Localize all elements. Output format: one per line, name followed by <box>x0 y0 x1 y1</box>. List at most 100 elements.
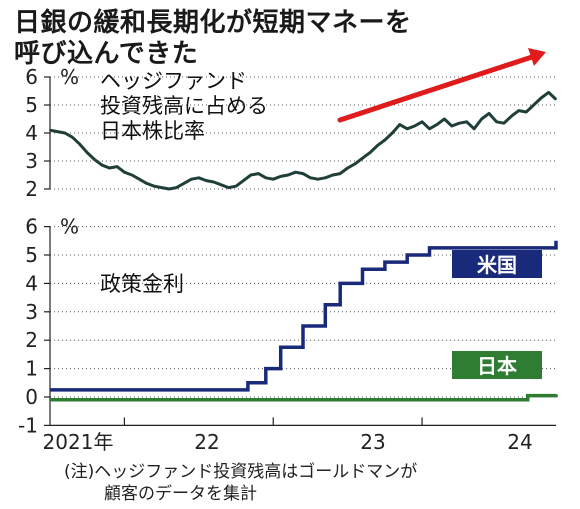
hedge-point <box>49 129 51 131</box>
note-line1: (注)ヘッジファンド投資残高はゴールドマンが <box>64 462 418 482</box>
hedge-point <box>294 171 297 173</box>
hedge-point <box>525 111 528 113</box>
us-rate-line <box>50 240 558 392</box>
hedge-point <box>317 178 319 180</box>
y-tick-label-bottom: 2 <box>25 328 38 352</box>
x-tick-label: 2021年 <box>43 430 114 454</box>
hedge-point <box>242 179 245 182</box>
hedge-point <box>101 164 103 166</box>
y-tick-label-top: 3 <box>25 149 38 173</box>
trend-arrow-shaft <box>337 54 535 123</box>
hedge-point <box>503 122 505 124</box>
chart-title-line1: 日銀の緩和長期化が短期マネーを <box>14 8 412 38</box>
unit-label-top: % <box>60 65 79 89</box>
hedge-point <box>212 181 215 183</box>
hedge-point <box>145 182 148 185</box>
hedge-point <box>138 178 141 180</box>
hedge-point <box>495 121 498 123</box>
hedge-point <box>279 175 282 178</box>
hedge-point <box>361 157 364 159</box>
hedge-point <box>108 167 111 169</box>
series-label-hedge: 日本株比率 <box>100 119 205 143</box>
hedge-point <box>131 174 133 176</box>
hedge-point <box>309 177 312 179</box>
hedge-point <box>517 109 520 112</box>
legend-japan-label: 日本 <box>477 354 517 378</box>
hedge-point <box>235 185 237 187</box>
hedge-point <box>443 118 446 120</box>
chart-subtitle-policy-rate: 政策金利 <box>100 272 184 296</box>
y-tick-label-top: 2 <box>25 177 38 201</box>
x-tick-label: 23 <box>360 430 385 454</box>
y-tick-label-bottom: 6 <box>25 215 38 239</box>
y-tick-label-bottom: -1 <box>18 413 38 437</box>
hedge-point <box>190 178 193 180</box>
hedge-point <box>436 123 438 126</box>
hedge-point <box>198 177 200 179</box>
trend-arrow-head <box>528 48 546 66</box>
hedge-point <box>354 163 356 165</box>
hedge-point <box>331 174 334 176</box>
hedge-point <box>398 123 401 126</box>
x-tick-label: 22 <box>194 430 219 454</box>
y-tick-label-top: 4 <box>25 121 38 145</box>
y-tick-label-bottom: 5 <box>25 243 38 267</box>
hedge-point <box>205 179 208 182</box>
y-tick-label-bottom: 0 <box>25 385 38 409</box>
hedge-point <box>64 132 66 134</box>
hedge-point <box>547 91 550 94</box>
hedge-point <box>302 172 304 175</box>
hedge-point <box>287 174 289 176</box>
hedge-point <box>540 97 542 99</box>
hedge-point <box>123 171 126 173</box>
legend-us-label: 米国 <box>477 253 517 277</box>
hedge-point <box>369 151 371 154</box>
hedge-point <box>488 112 490 115</box>
hedge-point <box>220 184 222 186</box>
hedge-point <box>510 115 513 117</box>
hedge-point <box>532 104 535 106</box>
hedge-point <box>153 185 155 187</box>
legend-us-badge <box>452 250 542 278</box>
hedge-point <box>324 177 327 179</box>
series-label-hedge: ヘッジファンド <box>100 69 247 93</box>
y-tick-label-bottom: 4 <box>25 271 38 295</box>
hedge-point <box>555 98 557 101</box>
series-label-hedge: 投資残高に占める <box>100 94 268 118</box>
hedge-point <box>406 128 408 130</box>
x-tick-label: 24 <box>507 430 532 454</box>
hedge-point <box>93 158 96 161</box>
hedge-point <box>473 128 475 130</box>
hedge-point <box>227 186 230 189</box>
hedge-point <box>250 174 252 176</box>
unit-label-bottom: % <box>60 215 79 239</box>
hedge-point <box>384 139 386 141</box>
hedge-point <box>264 177 267 179</box>
japan-rate-line <box>50 393 558 402</box>
hedge-point <box>376 144 379 147</box>
hedge-point <box>421 121 423 123</box>
hedge-point <box>272 178 275 180</box>
y-tick-label-bottom: 1 <box>25 357 38 381</box>
hedge-point <box>451 125 453 127</box>
note-line2: 顧客のデータを集計 <box>104 484 257 504</box>
hedge-point <box>183 182 185 185</box>
y-tick-label-top: 6 <box>25 65 38 89</box>
hedge-point <box>257 172 260 175</box>
hedge-point <box>413 125 416 127</box>
legend-japan-badge <box>452 351 542 379</box>
hedge-point <box>78 143 81 145</box>
hedge-point <box>465 121 468 123</box>
hedge-point <box>71 136 74 138</box>
hedge-point <box>428 128 431 130</box>
hedge-point <box>116 165 118 168</box>
y-tick-label-top: 5 <box>25 93 38 117</box>
hedge-point <box>86 151 89 154</box>
hedge-point <box>480 118 483 120</box>
hedge-point <box>168 188 170 190</box>
hedge-point <box>339 172 342 175</box>
hedge-point <box>346 167 349 169</box>
hedge-point <box>160 186 163 189</box>
hedge-point <box>391 132 394 134</box>
